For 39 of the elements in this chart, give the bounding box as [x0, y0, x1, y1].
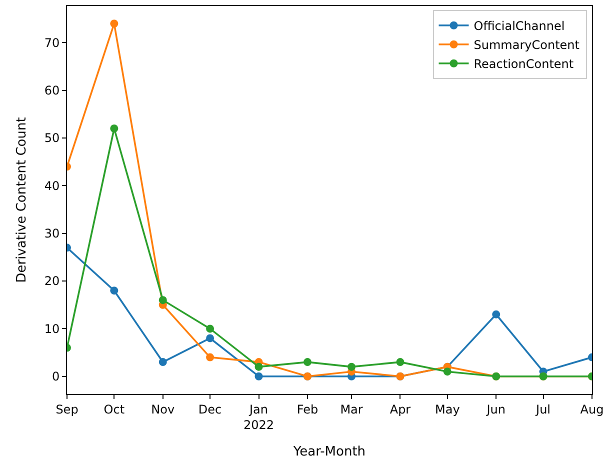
y-tick-label: 40 — [44, 178, 60, 193]
point — [110, 20, 118, 28]
point — [443, 368, 452, 376]
point — [348, 362, 356, 371]
x-tick-label: Oct — [104, 402, 125, 416]
point — [158, 296, 167, 304]
x-tick-label: Aug — [580, 402, 604, 416]
point — [110, 124, 118, 132]
point — [110, 286, 118, 295]
point — [254, 362, 263, 371]
x-tick-label: Mar — [340, 402, 363, 416]
x-tick-label: Apr — [390, 402, 411, 416]
x-tick-label: Jan 2022 — [243, 402, 274, 432]
point — [206, 334, 214, 342]
y-tick-label: 10 — [44, 322, 60, 336]
y-axis-title: Derivative Content Count — [14, 117, 30, 283]
legend-label: SummaryContent — [474, 38, 580, 52]
point — [206, 324, 214, 333]
point — [158, 358, 167, 366]
legend-label: ReactionContent — [474, 57, 574, 72]
point — [492, 310, 500, 318]
y-tick-label: 20 — [44, 274, 60, 288]
x-tick-label: Jul — [535, 402, 551, 416]
y-tick-label: 70 — [44, 36, 60, 50]
x-tick-label: Jun — [486, 402, 506, 416]
point — [206, 353, 214, 362]
legend-label: OfficialChannel — [474, 19, 565, 34]
x-tick-label: Feb — [296, 402, 318, 416]
y-tick-label: 30 — [44, 226, 60, 241]
x-tick-label: May — [434, 402, 460, 416]
x-tick-label: Nov — [151, 402, 175, 416]
y-tick-label: 0 — [52, 370, 60, 384]
x-axis-title: Year-Month — [292, 444, 366, 460]
y-tick-label: 50 — [44, 131, 60, 146]
y-tick-label: 60 — [44, 84, 60, 98]
x-tick-label: Sep — [56, 402, 78, 416]
point — [396, 358, 404, 366]
point — [254, 372, 263, 380]
x-tick-label: Dec — [198, 402, 222, 416]
